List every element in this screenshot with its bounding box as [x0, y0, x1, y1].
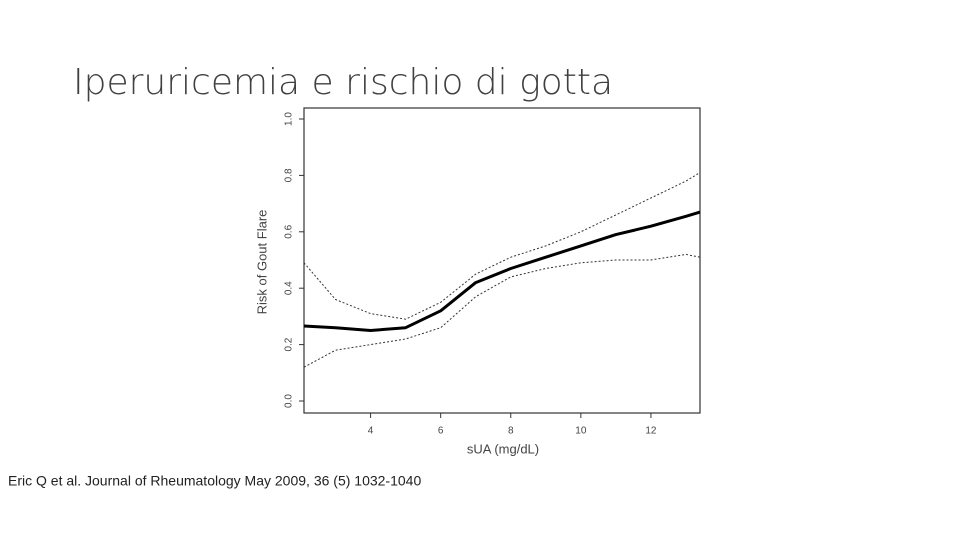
y-tick-label: 0.8	[284, 168, 295, 182]
line-series	[303, 210, 701, 332]
slide-title: Iperuricemia e rischio di gotta	[73, 62, 613, 103]
x-tick-label: 6	[438, 426, 444, 437]
line-series	[303, 172, 701, 320]
plot-frame	[303, 107, 701, 414]
x-tick-label: 8	[508, 426, 514, 437]
citation: Eric Q et al. Journal of Rheumatology Ma…	[8, 473, 421, 489]
y-axis-label: Risk of Gout Flare	[254, 210, 269, 315]
y-tick-label: 0.0	[284, 394, 295, 408]
y-tick-label: 1.0	[284, 112, 295, 126]
y-tick-label: 0.4	[284, 281, 295, 295]
x-tick-label: 12	[645, 426, 657, 437]
x-tick-label: 4	[368, 426, 374, 437]
x-axis-label: sUA (mg/dL)	[467, 441, 539, 456]
y-tick-label: 0.6	[284, 224, 295, 238]
x-tick-label: 10	[575, 426, 587, 437]
line-series	[303, 253, 701, 368]
y-tick-label: 0.2	[284, 337, 295, 351]
